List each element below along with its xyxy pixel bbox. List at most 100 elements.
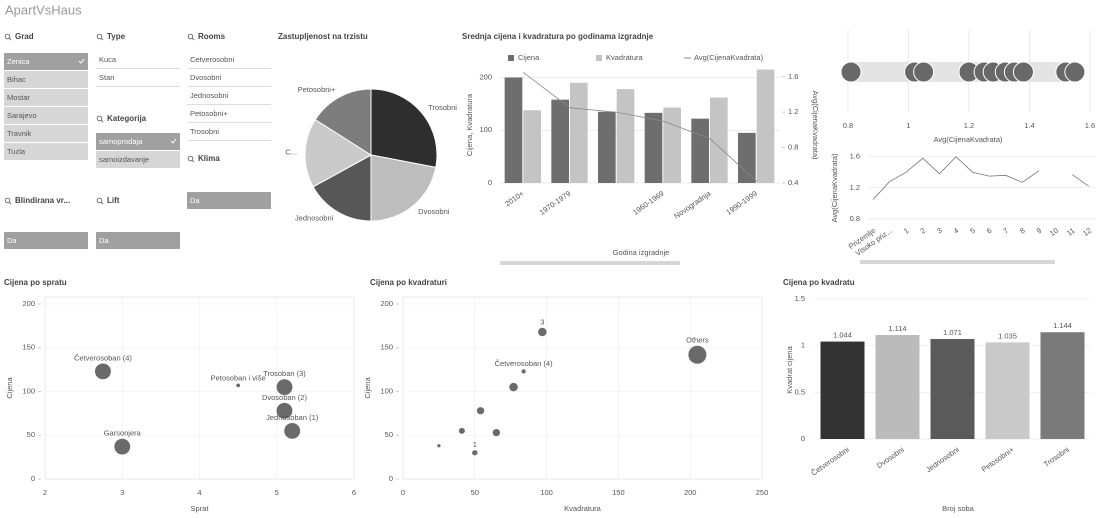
x-tick-label: Četverosobni (809, 445, 851, 478)
bar (504, 77, 523, 183)
pie-label: Jednosobni (295, 214, 334, 223)
filter-item[interactable] (96, 69, 180, 86)
filter-item[interactable] (187, 51, 271, 68)
filter-item-label[interactable]: Da (7, 236, 17, 245)
filter-title: Grad (15, 32, 34, 41)
filter-item-label[interactable]: Dvosobni (190, 73, 222, 82)
dot (1012, 61, 1034, 83)
axis-title: Cijena (363, 377, 372, 399)
bar (875, 335, 920, 439)
filter-item[interactable] (4, 53, 88, 70)
filter-item-label[interactable]: Zenica (7, 57, 30, 66)
x-tick-label: 11 (1065, 226, 1077, 238)
filter-item-label[interactable]: Bihac (7, 75, 26, 84)
filter-item-label[interactable]: Tuzla (7, 147, 26, 156)
bar (691, 118, 709, 183)
legend-label: Avg(CijenaKvadrata) (694, 53, 764, 62)
filter-item[interactable] (96, 151, 180, 168)
x-tick-label: 150 (612, 488, 625, 497)
bar (598, 111, 616, 183)
filter-item[interactable] (4, 71, 88, 88)
filter-item[interactable] (96, 51, 180, 68)
y-tick-label: 1.2 (850, 183, 860, 192)
filter-item[interactable] (187, 69, 271, 86)
scrollbar[interactable] (860, 260, 1055, 264)
y-tick-label: 1 (801, 341, 805, 350)
filter-item-label[interactable]: Trosobni (190, 127, 219, 136)
point-label: 1 (473, 440, 477, 449)
filter-item-label[interactable]: Da (190, 196, 200, 205)
filter-item-label[interactable]: Travnik (7, 129, 32, 138)
value-label: 1.044 (833, 331, 852, 340)
filter-item[interactable] (4, 107, 88, 124)
search-icon (96, 115, 103, 122)
point-label: Others (686, 336, 709, 345)
pie-slice (370, 154, 437, 222)
legend-label: Cijena (518, 53, 540, 62)
bar (738, 132, 756, 183)
filter-item-label[interactable]: Jednosobni (190, 91, 229, 100)
filter-item[interactable] (4, 232, 88, 249)
x-tick-label: Jednosobni (924, 445, 961, 475)
x-tick-label: 5 (968, 226, 977, 236)
filter-item[interactable] (187, 87, 271, 104)
x-tick-label: 1.4 (1024, 121, 1034, 130)
point (276, 379, 293, 396)
search-icon (8, 37, 12, 41)
search-icon (187, 33, 194, 40)
filter-item-label[interactable]: Sarajevo (7, 111, 37, 120)
x-tick-label: 1 (902, 226, 911, 236)
check-icon (170, 138, 177, 144)
filter-title: Kategorija (107, 114, 147, 123)
scrollbar[interactable] (500, 261, 680, 265)
point-label: Četverosoban (4) (495, 359, 553, 368)
pie-label: Dvosobni (418, 207, 450, 216)
filter-item-label[interactable]: Petosobni+ (190, 109, 228, 118)
filter-item[interactable] (187, 123, 271, 140)
point-label: Četverosoban (4) (74, 353, 132, 362)
filter-item-label[interactable]: Stan (99, 73, 114, 82)
x-tick-label: 200 (684, 488, 697, 497)
filter-item-label[interactable]: samoprodaja (99, 137, 143, 146)
filter-item-label[interactable]: samoizdavanje (99, 155, 149, 164)
dot (913, 61, 935, 83)
bar (663, 107, 681, 183)
point (509, 382, 518, 392)
filter-item[interactable] (4, 125, 88, 142)
search-icon (100, 119, 104, 123)
filter-item-label[interactable]: Kuca (99, 55, 117, 64)
filter-item-label[interactable]: Da (99, 236, 109, 245)
point-label: Jednosoban (1) (266, 413, 319, 422)
x-tick-label: 1960-1969 (631, 189, 666, 217)
value-label: 1.144 (1053, 321, 1072, 330)
filter-item[interactable] (4, 143, 88, 160)
filter-title: Lift (107, 196, 120, 205)
point (276, 402, 293, 419)
filter-item[interactable] (96, 133, 180, 150)
axis-title: Avg(CijenaKvadrata) (933, 135, 1003, 144)
filter-item-label[interactable]: Cetverosobni (190, 55, 235, 64)
search-icon (100, 37, 104, 41)
bar (710, 97, 728, 183)
filter-item[interactable] (96, 232, 180, 249)
filter-item[interactable] (187, 192, 271, 209)
bar (820, 341, 865, 439)
legend-swatch (596, 55, 602, 61)
point (458, 427, 465, 434)
x-tick-label: 7 (1002, 226, 1011, 236)
x-tick-label: 6 (985, 226, 994, 236)
bar (644, 112, 663, 183)
x-tick-label: 1.6 (1085, 121, 1095, 130)
y-tick-label: 0 (488, 178, 492, 187)
filter-item-label[interactable]: Mostar (7, 93, 30, 102)
x-tick-label: 1970-1979 (538, 189, 573, 217)
x-tick-label: 6 (352, 488, 356, 497)
filter-item[interactable] (4, 89, 88, 106)
filter-item[interactable] (187, 105, 271, 122)
bar (616, 89, 635, 183)
search-icon (4, 197, 11, 204)
point (492, 428, 501, 437)
y-tick-label: 1.5 (795, 294, 805, 303)
point-label: Dvosoban (2) (262, 393, 308, 402)
search-icon (191, 37, 195, 41)
